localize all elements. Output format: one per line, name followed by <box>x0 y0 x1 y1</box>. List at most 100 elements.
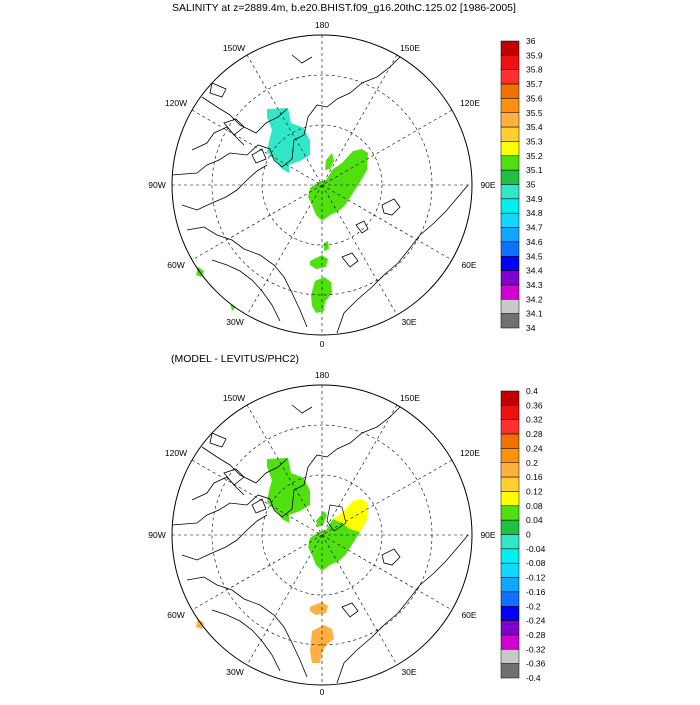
bottom-label-90e: 90E <box>480 530 495 540</box>
top-colorbar-swatch <box>500 126 520 142</box>
bottom-field-lomonosov <box>316 511 327 527</box>
bottom-colorbar-swatch <box>500 433 520 449</box>
top-colorbar-swatch <box>500 284 520 300</box>
bottom-polar-map: 180 150W 150E 120W 120E 90W 90E 60W 60E … <box>148 370 496 697</box>
bottom-colorbar: 0.4 0.36 0.32 0.28 0.24 0.2 0.16 0.12 0.08 0.04 0 -… <box>500 386 546 683</box>
bottom-label-150w: 150W <box>223 393 245 403</box>
bottom-label-180: 180 <box>315 370 329 380</box>
bottom-colorbar-tick-label: 0.4 <box>526 386 538 396</box>
bottom-colorbar-tick-label: -0.24 <box>526 616 546 626</box>
bottom-map-border <box>171 384 473 686</box>
top-colorbar-tick-label: 35.1 <box>526 165 543 175</box>
bottom-colorbar-tick-label: -0.12 <box>526 573 546 583</box>
top-plot-title: SALINITY at z=2889.4m, b.e20.BHIST.f09_g… <box>172 2 516 14</box>
bottom-colorbar-swatch <box>500 491 520 507</box>
top-label-0: 0 <box>320 339 325 349</box>
bottom-label-150e: 150E <box>400 393 420 403</box>
top-colorbar-swatch <box>500 241 520 257</box>
bottom-colorbar-tick-label: 0.04 <box>526 515 543 525</box>
bottom-colorbar-swatch <box>500 649 520 664</box>
top-label-120e: 120E <box>460 98 480 108</box>
bottom-label-60e: 60E <box>461 610 476 620</box>
bottom-colorbar-swatch <box>500 606 520 621</box>
bottom-label-90w: 90W <box>148 530 165 540</box>
bottom-colorbar-swatch <box>500 548 520 564</box>
top-coastlines <box>171 54 469 334</box>
top-colorbar-swatch <box>500 141 520 157</box>
top-colorbar-tick-label: 35.5 <box>526 108 543 118</box>
top-colorbar-swatch <box>500 55 520 70</box>
bottom-colorbar-tick-label: -0.32 <box>526 644 546 654</box>
top-colorbar: 36 35.9 35.8 35.7 35.6 35.5 35.4 35.3 35.2 35.1 35… <box>500 36 543 333</box>
top-label-60e: 60E <box>461 260 476 270</box>
top-colorbar-swatch <box>500 112 520 128</box>
top-field-north-atlantic <box>311 277 332 313</box>
bottom-label-120w: 120W <box>165 448 187 458</box>
top-colorbar-tick-label: 35.8 <box>526 65 543 75</box>
top-colorbar-swatch <box>500 83 520 99</box>
top-colorbar-tick-label: 35.9 <box>526 50 543 60</box>
top-colorbar-swatch <box>500 313 520 329</box>
top-lon-labels: 180 150W 150E 120W 120E 90W 90E 60W 60E … <box>148 20 496 349</box>
top-colorbar-swatch <box>500 69 520 85</box>
bottom-colorbar-swatch <box>500 663 520 679</box>
bottom-label-30w: 30W <box>226 667 243 677</box>
bottom-field-fram <box>310 602 328 615</box>
bottom-field-eurasian-yellow <box>333 499 368 532</box>
bottom-label-120e: 120E <box>460 448 480 458</box>
bottom-field-canada-basin <box>267 458 310 523</box>
top-graticule <box>172 35 472 335</box>
top-colorbar-tick-label: 34.9 <box>526 194 543 204</box>
bottom-colorbar-swatch <box>500 405 520 420</box>
top-colorbar-tick-label: 35 <box>526 180 536 190</box>
bottom-colorbar-swatch <box>500 476 520 492</box>
top-colorbar-tick-label: 35.6 <box>526 93 543 103</box>
top-colorbar-swatch <box>500 198 520 214</box>
bottom-colorbar-tick-label: -0.28 <box>526 630 546 640</box>
top-label-180: 180 <box>315 20 329 30</box>
bottom-colorbar-tick-label: -0.04 <box>526 544 546 554</box>
bottom-colorbar-swatch <box>500 620 520 636</box>
top-colorbar-tick-label: 35.7 <box>526 79 543 89</box>
bottom-field-eurasian-green <box>308 519 360 571</box>
bottom-label-30e: 30E <box>401 667 416 677</box>
top-colorbar-swatch <box>500 98 520 114</box>
top-label-150e: 150E <box>400 43 420 53</box>
bottom-colorbar-swatch <box>500 562 520 578</box>
bottom-colorbar-tick-label: -0.08 <box>526 558 546 568</box>
bottom-colorbar-tick-label: -0.16 <box>526 587 546 597</box>
bottom-colorbar-swatch <box>500 519 520 535</box>
top-polar-map: 180 150W 150E 120W 120E 90W 90E 60W 60E … <box>148 20 496 349</box>
bottom-colorbar-tick-label: 0 <box>526 530 531 540</box>
bottom-graticule <box>172 385 472 685</box>
bottom-field-labrador <box>196 619 204 629</box>
bottom-colorbar-swatch <box>500 419 520 435</box>
top-label-90w: 90W <box>148 180 165 190</box>
top-colorbar-tick-label: 35.4 <box>526 122 543 132</box>
top-colorbar-tick-label: 35.3 <box>526 136 543 146</box>
top-colorbar-swatch <box>500 40 520 56</box>
top-colorbar-tick-label: 34.8 <box>526 208 543 218</box>
bottom-colorbar-tick-label: 0.08 <box>526 501 543 511</box>
bottom-colorbar-swatch <box>500 577 520 593</box>
top-field-fram-1 <box>310 255 328 269</box>
top-label-30e: 30E <box>401 317 416 327</box>
bottom-colorbar-tick-label: 0.2 <box>526 458 538 468</box>
top-field-canada-basin <box>267 108 310 173</box>
bottom-colorbar-swatch <box>500 448 520 463</box>
top-colorbar-swatch <box>500 184 520 200</box>
bottom-coastlines <box>171 404 469 684</box>
top-colorbar-swatch <box>500 227 520 243</box>
top-colorbar-tick-label: 34.1 <box>526 309 543 319</box>
top-colorbar-tick-label: 34.5 <box>526 251 543 261</box>
bottom-colorbar-tick-label: 0.24 <box>526 443 543 453</box>
top-colorbar-tick-label: 34 <box>526 323 536 333</box>
top-colorbar-tick-label: 36 <box>526 36 536 46</box>
top-field-fram-2 <box>324 241 329 251</box>
bottom-colorbar-tick-label: -0.2 <box>526 601 541 611</box>
bottom-colorbar-swatch <box>500 462 520 478</box>
bottom-colorbar-tick-label: 0.12 <box>526 486 543 496</box>
top-map-border <box>171 34 473 336</box>
bottom-colorbar-swatch <box>500 634 520 650</box>
